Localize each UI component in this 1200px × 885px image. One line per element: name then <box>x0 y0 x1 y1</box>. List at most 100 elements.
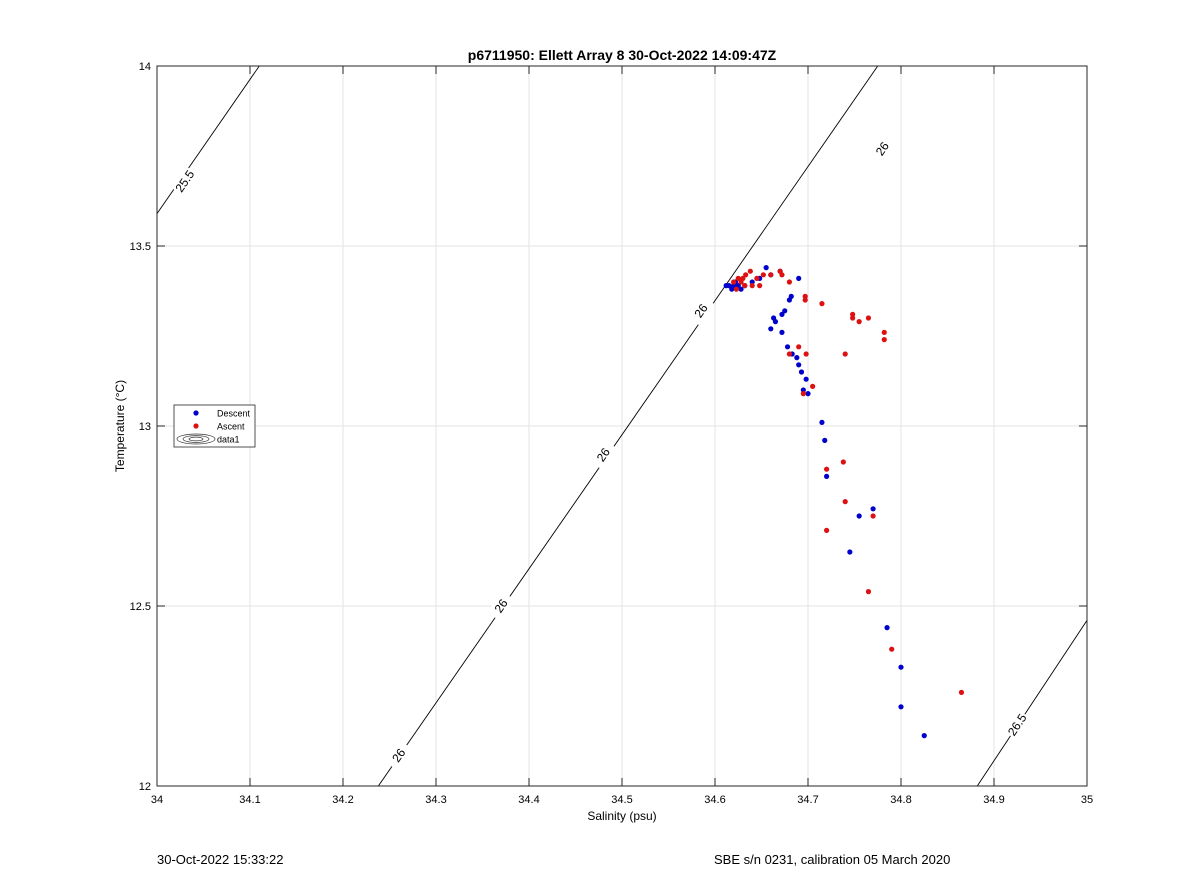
isopycnal-line <box>976 620 1088 787</box>
footer-calibration: SBE s/n 0231, calibration 05 March 2020 <box>714 852 951 867</box>
ascent-point <box>881 329 887 335</box>
x-tick-label: 34.7 <box>797 794 818 806</box>
descent-point <box>847 549 853 555</box>
chart-title: p6711950: Ellett Array 8 30-Oct-2022 14:… <box>468 47 777 63</box>
ascent-point <box>777 268 783 274</box>
footer-timestamp: 30-Oct-2022 15:33:22 <box>157 852 284 867</box>
y-axis-label: Temperature (°C) <box>113 380 127 472</box>
isopycnal-label-bg <box>687 295 716 327</box>
ascent-point <box>803 351 809 357</box>
y-tick-label: 13.5 <box>130 241 151 253</box>
ascent-point <box>754 275 760 281</box>
descent-point <box>870 506 876 512</box>
ascent-point <box>865 589 872 595</box>
x-tick-label: 34.1 <box>239 794 260 806</box>
x-tick-label: 34.4 <box>518 794 539 806</box>
x-tick-label: 35 <box>1081 794 1093 806</box>
ascent-point <box>856 319 862 325</box>
descent-point <box>822 437 828 443</box>
ascent-point <box>881 337 887 343</box>
ascent-point <box>810 383 816 389</box>
legend-data1-label: data1 <box>217 435 240 445</box>
x-tick-label: 34.9 <box>983 794 1004 806</box>
ascent-point <box>800 391 806 397</box>
y-tick-label: 12 <box>139 781 151 793</box>
ascent-point <box>865 315 872 321</box>
ascent-point <box>731 279 737 285</box>
x-tick-label: 34.8 <box>890 794 911 806</box>
x-tick-label: 34.2 <box>332 794 353 806</box>
descent-point <box>763 265 769 271</box>
ascent-point <box>757 283 763 289</box>
x-tick-label: 34.3 <box>425 794 446 806</box>
grid-lines <box>157 66 1087 786</box>
ascent-point <box>786 351 793 357</box>
x-tick-label: 34.5 <box>611 794 632 806</box>
ascent-point <box>733 286 739 292</box>
descent-point <box>779 329 785 335</box>
descent-point <box>788 293 794 299</box>
ascent-point <box>870 513 876 519</box>
legend: Descent Ascent data1 <box>173 404 256 448</box>
ascent-point <box>749 283 755 289</box>
ascent-point <box>768 272 774 278</box>
descent-point <box>794 355 800 361</box>
legend-descent-label: Descent <box>217 409 251 419</box>
ascent-point <box>850 311 856 317</box>
ascent-point <box>889 646 895 652</box>
descent-point <box>729 286 735 292</box>
isopycnal-label-bg <box>384 740 413 771</box>
ascent-point <box>824 466 830 472</box>
descent-point <box>819 419 825 425</box>
ascent-point <box>842 351 848 357</box>
descent-point <box>796 275 802 281</box>
y-tick-label: 14 <box>139 61 151 73</box>
descent-point <box>884 625 890 631</box>
descent-point <box>738 286 744 292</box>
ascent-point <box>747 268 753 274</box>
descent-point <box>782 308 788 314</box>
descent-point <box>723 283 729 289</box>
y-tick-label: 13 <box>139 421 151 433</box>
descent-point <box>856 513 862 519</box>
descent-point <box>803 376 809 382</box>
legend-descent-marker <box>193 410 199 416</box>
ascent-point <box>850 315 856 321</box>
ascent-point <box>760 272 766 278</box>
descent-point <box>898 704 904 710</box>
legend-ascent-marker <box>193 423 199 429</box>
ascent-point <box>802 293 808 299</box>
legend-contour-icon <box>176 433 216 445</box>
descent-point <box>898 664 904 670</box>
descent-point <box>805 391 811 397</box>
ascent-point <box>735 275 741 281</box>
isopycnal-label-bg <box>170 165 199 197</box>
ascent-point <box>958 689 965 696</box>
isopycnal-line <box>377 65 879 787</box>
descent-point <box>779 311 785 317</box>
isopycnal-label-bg <box>868 133 897 165</box>
ascent-point <box>738 279 744 285</box>
ascent-point <box>824 527 830 534</box>
isopycnal-label-bg <box>589 439 618 471</box>
y-tick-label: 12.5 <box>130 601 151 613</box>
isopycnal-label-bg <box>487 590 516 622</box>
ascent-point <box>842 499 848 505</box>
descent-point <box>749 279 755 285</box>
descent-point <box>796 362 802 368</box>
legend-ascent-label: Ascent <box>217 422 245 432</box>
ascent-point <box>802 297 808 303</box>
descent-point <box>824 473 830 479</box>
isopycnal-label-bg <box>1003 709 1032 741</box>
isopycnal-line <box>156 65 260 214</box>
data-points <box>723 265 965 739</box>
ascent-point <box>786 279 793 285</box>
ascent-point <box>743 272 749 278</box>
descent-point <box>784 344 791 350</box>
descent-point <box>768 326 774 332</box>
descent-point <box>798 369 805 375</box>
x-tick-label: 34 <box>151 794 163 806</box>
x-axis-ticks: 34 34.1 34.2 34.3 34.4 34.5 34.6 34.7 34.8 34.9 35 <box>151 66 1093 806</box>
